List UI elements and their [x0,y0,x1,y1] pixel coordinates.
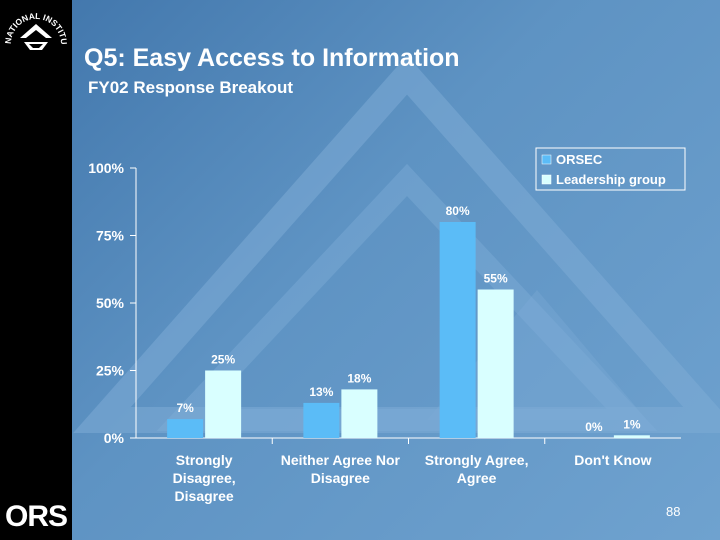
y-tick-label: 100% [88,160,124,176]
x-category-label: Don't Know [574,452,651,468]
y-tick-label: 0% [104,430,125,446]
bar-orsec [167,419,204,438]
legend-swatch [541,174,552,185]
sidebar: NATIONAL INSTITUTES OF HEALTH ORS [0,0,72,540]
data-label: 7% [176,401,194,415]
data-label: 80% [446,204,470,218]
x-category-label: Strongly [176,452,233,468]
data-label: 13% [309,385,333,399]
bar-leadership [613,435,650,438]
y-tick-label: 75% [96,228,125,244]
data-label: 25% [211,353,235,367]
bar-leadership [341,389,378,438]
legend-swatch [541,154,552,165]
ors-logo: ORS [4,500,68,533]
y-tick-label: 25% [96,363,125,379]
legend-box [535,147,686,191]
x-category-label: Disagree [175,488,234,504]
y-tick-label: 50% [96,295,125,311]
x-category-label: Disagree, [173,470,236,486]
legend-label: Leadership group [556,172,666,187]
page-number: 88 [666,504,681,519]
x-category-label: Strongly Agree, [425,452,529,468]
nih-seal-logo: NATIONAL INSTITUTES OF HEALTH [2,4,69,50]
slide-subtitle: FY02 Response Breakout [88,78,294,97]
data-label: 18% [347,371,371,385]
slide-title: Q5: Easy Access to Information [84,44,460,72]
data-label: 1% [623,417,641,431]
x-category-label: Agree [457,470,497,486]
data-label: 55% [484,272,508,286]
bar-orsec [439,222,476,438]
bar-leadership [205,370,242,438]
bar-orsec [303,402,340,438]
x-category-label: Disagree [311,470,370,486]
bar-leadership [477,289,514,438]
data-label: 0% [585,420,603,434]
legend-label: ORSEC [556,152,603,167]
x-category-label: Neither Agree Nor [281,452,401,468]
